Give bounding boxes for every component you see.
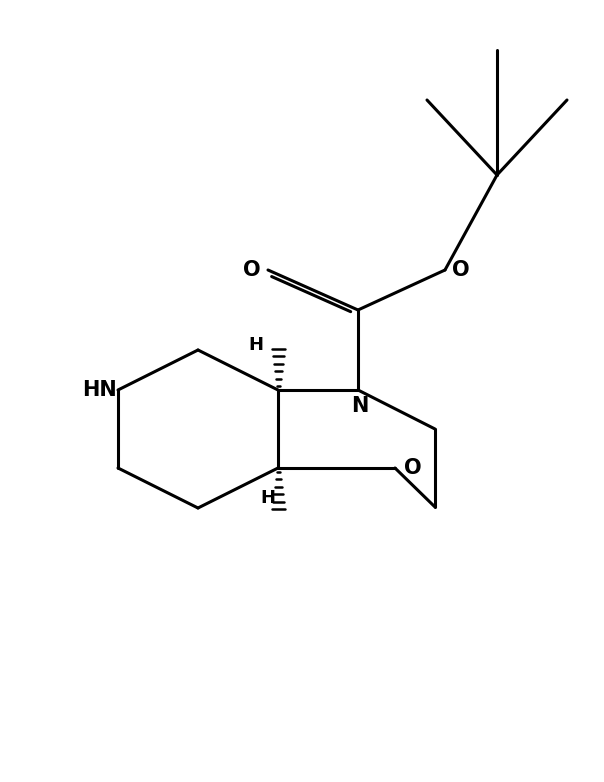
Text: N: N <box>352 396 368 416</box>
Text: HN: HN <box>83 380 117 400</box>
Text: O: O <box>452 260 470 280</box>
Text: H: H <box>260 489 275 507</box>
Text: O: O <box>404 458 422 478</box>
Text: H: H <box>248 336 263 354</box>
Text: O: O <box>243 260 261 280</box>
